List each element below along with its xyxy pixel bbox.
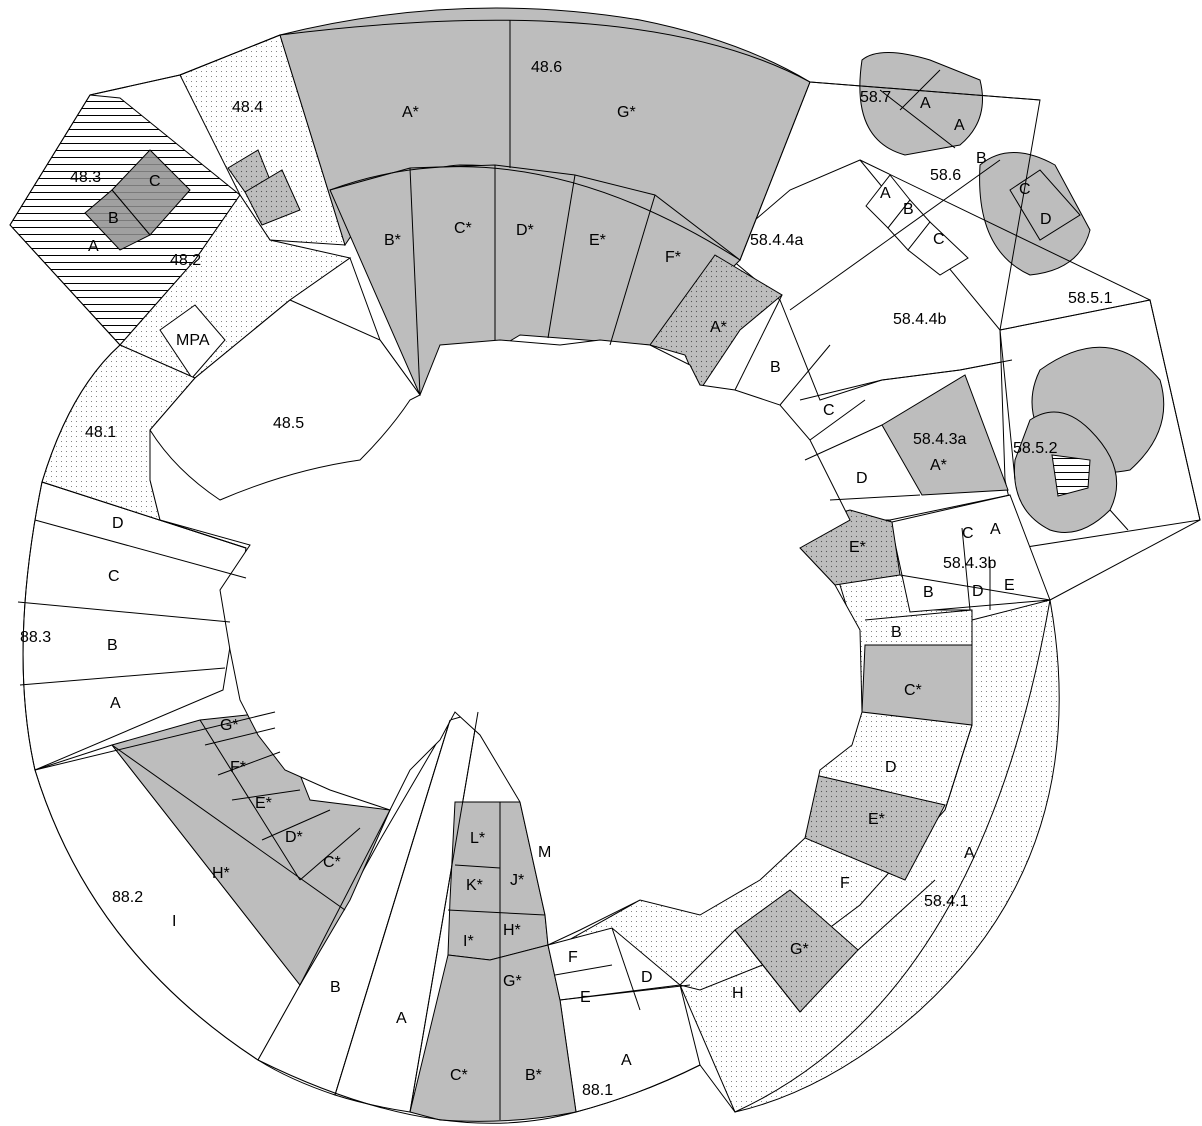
ssru-label: D	[856, 470, 868, 487]
ssru-label: B*	[525, 1067, 542, 1084]
antarctic-peninsula	[149, 299, 421, 501]
ssru-label: F*	[665, 249, 681, 266]
ssru-label: H	[732, 985, 744, 1002]
ssru-label: B	[108, 210, 119, 227]
label-58-4-4a: 58.4.4a	[750, 232, 803, 249]
ssru-label: A	[880, 185, 891, 202]
ssru-label: D	[885, 759, 897, 776]
ssru-label: I*	[463, 933, 474, 950]
label-58-4-1: 58.4.1	[924, 893, 969, 910]
ssru-label: C*	[454, 220, 472, 237]
ssru-label: A	[964, 845, 975, 862]
ssru-label: A	[110, 695, 121, 712]
ssru-label: D*	[285, 829, 303, 846]
ssru-label: D	[1040, 211, 1052, 228]
ssru-label: A*	[710, 319, 727, 336]
ssru-label: J*	[510, 872, 524, 889]
ssru-label: I	[172, 913, 176, 930]
ssru-label: E	[580, 989, 591, 1006]
ssru-label: G*	[220, 717, 239, 734]
label-48-2: 48.2	[170, 252, 201, 269]
ssru-label: E*	[255, 795, 272, 812]
label-48-4: 48.4	[232, 99, 263, 116]
ssru-label: G*	[617, 104, 636, 121]
area-88-1-grey-lower	[409, 944, 577, 1122]
label-58-7: 58.7	[860, 89, 891, 106]
outer-boundary	[9, 19, 1201, 1124]
ssru-label: B	[891, 624, 902, 641]
area-48-2-mpa	[159, 304, 226, 379]
label-58-5-2: 58.5.2	[1013, 440, 1058, 457]
ssru-label: C	[149, 173, 161, 190]
ssru-label: M	[538, 844, 551, 861]
ssru-label: B	[903, 201, 914, 218]
ssru-label: E	[1004, 577, 1015, 594]
area-58-4-3a	[881, 374, 1009, 496]
label-48-1: 48.1	[85, 424, 116, 441]
area-48-4-closed-b	[244, 169, 301, 226]
area-58-5-2-closed	[1051, 454, 1091, 497]
ssru-label: B*	[384, 232, 401, 249]
ssru-label: D	[641, 969, 653, 986]
ssru-label: A	[396, 1010, 407, 1027]
ssru-label: B	[107, 637, 118, 654]
ssru-label: D	[972, 583, 984, 600]
ssru-label: K*	[466, 877, 483, 894]
ssru-label: E*	[589, 232, 606, 249]
ssru-label: C*	[450, 1067, 468, 1084]
ssru-label: A	[621, 1052, 632, 1069]
ssru-label: L*	[470, 830, 485, 847]
label-88-2: 88.2	[112, 889, 143, 906]
area-48-3-mpa-b	[84, 189, 151, 251]
ssru-label: C	[1019, 181, 1031, 198]
ssru-label: H*	[503, 922, 521, 939]
label-48-6: 48.6	[531, 59, 562, 76]
ssru-label: B	[770, 359, 781, 376]
label-58-4-3a: 58.4.3a	[913, 431, 966, 448]
label-58-5-1: 58.5.1	[1068, 290, 1113, 307]
ssru-label: C	[962, 525, 974, 542]
label-48-3: 48.3	[70, 169, 101, 186]
area-88-2-grey	[111, 711, 391, 986]
ssru-58-4-4a-c	[907, 221, 969, 276]
ssru-label: C	[933, 231, 945, 248]
ssru-label: F	[568, 949, 578, 966]
label-58-4-4b: 58.4.4b	[893, 311, 946, 328]
ssru-label: F*	[230, 759, 246, 776]
label-88-3: 88.3	[20, 629, 51, 646]
ssru-label: D	[112, 515, 124, 532]
ssru-label: B	[976, 150, 987, 167]
region-labels: 48.1 48.2 48.3 48.4 48.5 48.6 MPA 58.4.1…	[20, 59, 1113, 1099]
ssru-labels: A* G* B* C* D* E* F* A* B C D E* B C* D …	[88, 95, 1052, 1084]
ssru-label: F	[840, 875, 850, 892]
ssru-label: C	[108, 568, 120, 585]
ssru-label: A	[88, 238, 99, 255]
area-58-6-disc	[979, 152, 1091, 276]
label-48-5: 48.5	[273, 415, 304, 432]
ssru-label: G*	[503, 973, 522, 990]
ssru-label: A*	[930, 457, 947, 474]
area-88-1-sector-b	[257, 719, 451, 1096]
ssru-label: B	[923, 584, 934, 601]
label-mpa: MPA	[176, 332, 210, 349]
ssru-label: A	[920, 95, 931, 112]
ssru-label: D*	[516, 222, 534, 239]
ssru-label: A	[990, 521, 1001, 538]
label-58-4-3b: 58.4.3b	[943, 555, 996, 572]
ssru-label: A	[954, 117, 965, 134]
ssru-label: C*	[323, 854, 341, 871]
ssru-label: G*	[790, 941, 809, 958]
ssru-label: C	[823, 402, 835, 419]
label-58-6: 58.6	[930, 167, 961, 184]
ssru-label: B	[330, 979, 341, 996]
area-58-7-disc	[859, 52, 983, 156]
label-88-1: 88.1	[582, 1082, 613, 1099]
ssru-label: A*	[402, 104, 419, 121]
ssru-label: E*	[868, 811, 885, 828]
ssru-label: C*	[904, 682, 922, 699]
ssru-label: H*	[212, 865, 230, 882]
ssru-label: E*	[849, 539, 866, 556]
